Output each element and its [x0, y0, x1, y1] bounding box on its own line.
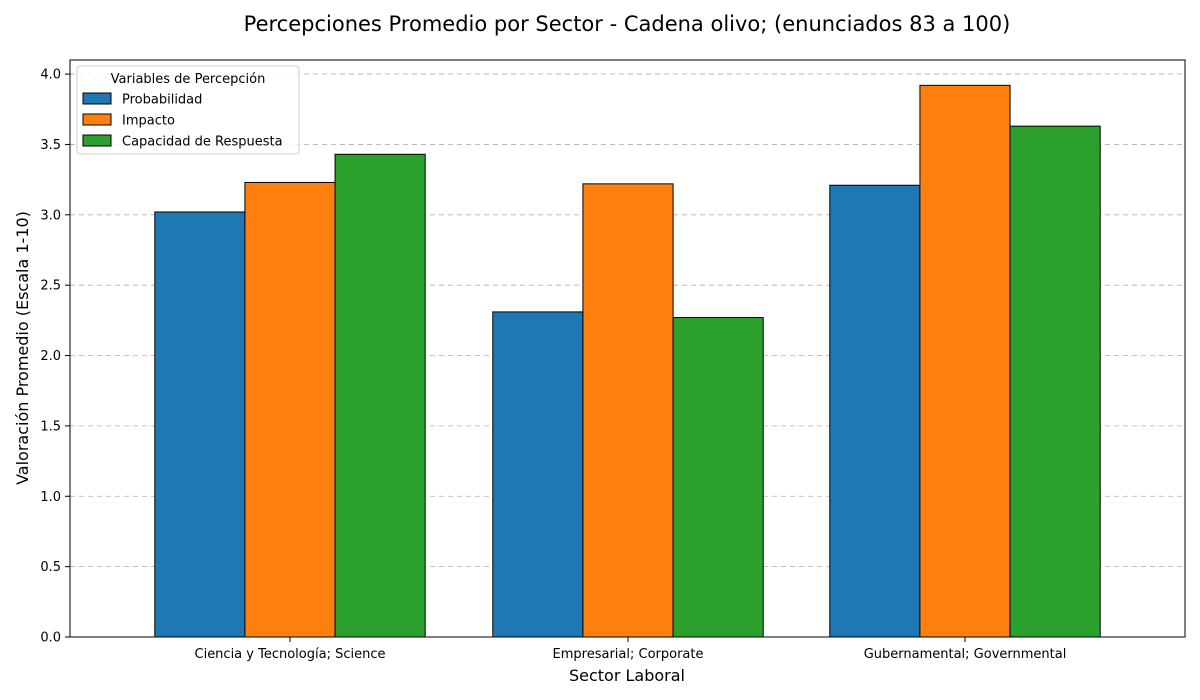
y-tick-label: 0.0: [40, 631, 61, 646]
y-tick-label: 4.0: [40, 68, 61, 83]
bar-impacto: [244, 181, 336, 638]
legend-swatch: [82, 92, 112, 105]
legend-swatch: [82, 134, 112, 147]
y-tick-label: 3.5: [40, 138, 61, 153]
x-tick-label: Empresarial; Corporate: [553, 647, 704, 662]
legend: Variables de Percepción Probabilidad Impa…: [76, 65, 300, 155]
bar-capacidad-de-respuesta: [334, 153, 426, 638]
x-axis-label: Sector Laboral: [569, 666, 685, 685]
y-tick-label: 2.0: [40, 349, 61, 364]
y-axis-ticks: 0.0 0.5 1.0 1.5 2.0 2.5 3.0 3.5 4.0: [40, 68, 70, 646]
legend-entry-label: Impacto: [122, 114, 175, 129]
y-tick-label: 2.5: [40, 279, 61, 294]
legend-box: [76, 65, 300, 155]
x-tick-label: Gubernamental; Governmental: [864, 647, 1067, 662]
x-tick-label: Ciencia y Tecnología; Science: [195, 647, 386, 662]
legend-entry-label: Probabilidad: [122, 93, 202, 108]
y-tick-label: 0.5: [40, 560, 61, 575]
y-tick-label: 1.0: [40, 490, 61, 505]
bar-capacidad-de-respuesta: [1009, 125, 1101, 638]
bar-probabilidad: [492, 311, 584, 638]
bar-capacidad-de-respuesta: [672, 317, 764, 638]
bar-probabilidad: [829, 184, 921, 638]
x-axis-ticks: Ciencia y Tecnología; Science Empresarial…: [195, 637, 1067, 662]
chart-title: Percepciones Promedio por Sector - Caden…: [244, 12, 1011, 36]
bar-probabilidad: [154, 211, 246, 638]
bar-impacto: [919, 84, 1011, 638]
legend-entry-label: Capacidad de Respuesta: [122, 135, 283, 150]
legend-swatch: [82, 113, 112, 126]
y-tick-label: 3.0: [40, 208, 61, 223]
y-axis-label: Valoración Promedio (Escala 1-10): [13, 211, 32, 485]
bar-impacto: [582, 183, 674, 638]
y-tick-label: 1.5: [40, 419, 61, 434]
legend-title: Variables de Percepción: [111, 72, 266, 87]
bars: [154, 84, 1101, 638]
